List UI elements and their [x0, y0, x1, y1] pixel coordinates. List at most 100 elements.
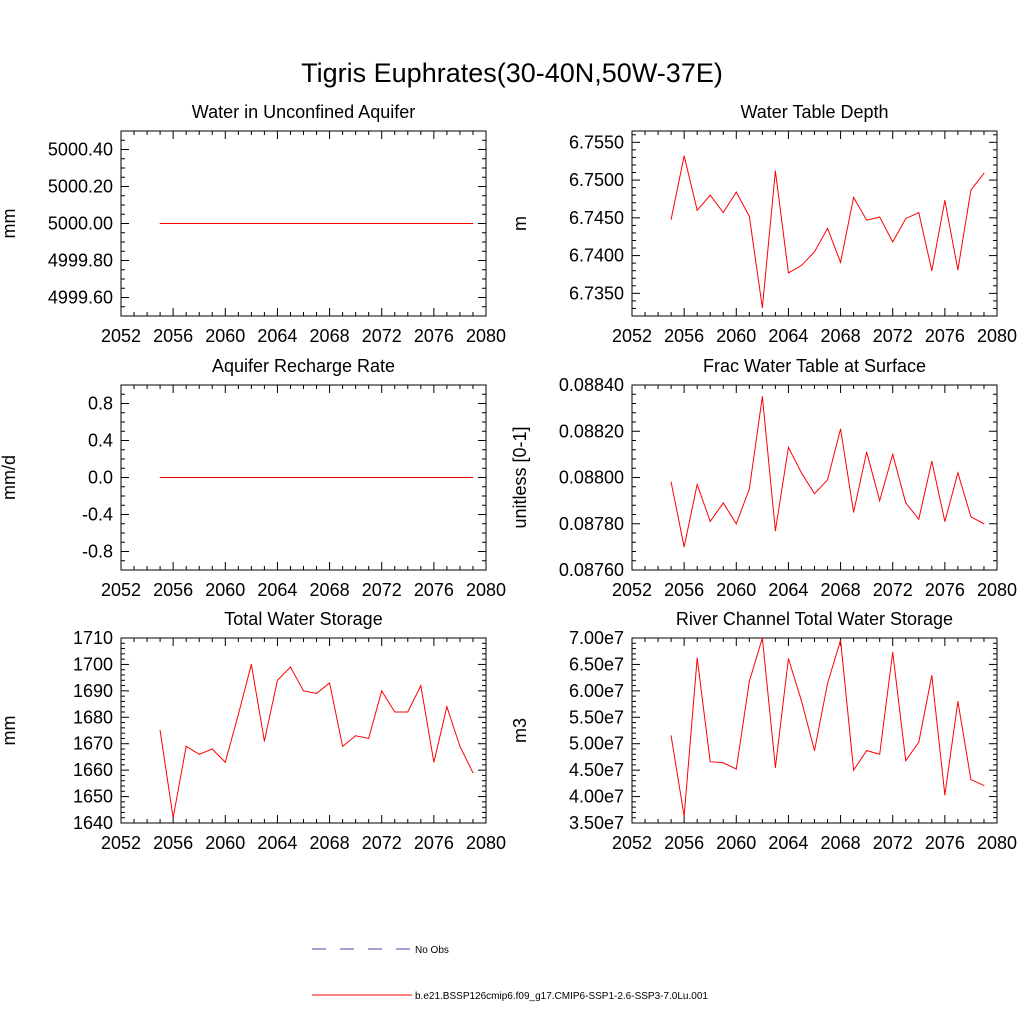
data-point [394, 477, 396, 478]
data-point [814, 251, 815, 253]
y-tick-label: 5000.20 [48, 177, 113, 197]
data-point [172, 817, 174, 819]
data-point [853, 511, 855, 513]
data-point [892, 453, 894, 455]
data-point [316, 693, 318, 694]
data-point [827, 479, 829, 481]
data-point [342, 223, 344, 224]
y-tick-label: 0.08840 [559, 375, 624, 395]
data-point [472, 223, 474, 224]
data-point [787, 446, 789, 448]
plot-frame [631, 637, 998, 824]
data-point [316, 477, 318, 478]
y-tick-label: 6.50e7 [569, 654, 624, 674]
data-point [185, 223, 187, 224]
data-point [446, 223, 448, 224]
x-tick-label: 2080 [466, 580, 506, 600]
series-line [670, 637, 985, 817]
x-tick-label: 2064 [768, 580, 808, 600]
x-tick-label: 2068 [310, 326, 350, 346]
data-point [905, 218, 907, 220]
panel-title: Water in Unconfined Aquifer [192, 102, 415, 122]
x-tick-label: 2076 [414, 580, 454, 600]
x-tick-label: 2060 [205, 580, 245, 600]
data-point [433, 477, 435, 478]
plots-container: Water in Unconfined Aquifer mm 2052 2056 206… [0, 102, 1017, 853]
y-tick-label: 5000.00 [48, 214, 113, 234]
data-point [683, 155, 685, 157]
data-point [853, 196, 855, 198]
y-tick-label: -0.8 [82, 542, 113, 562]
y-tick-label: -0.4 [82, 505, 113, 525]
y-tick-label: 3.50e7 [569, 813, 624, 833]
data-point [342, 745, 344, 747]
data-point [172, 477, 174, 478]
data-point [879, 500, 881, 502]
data-point [944, 199, 946, 201]
panel-title: River Channel Total Water Storage [676, 609, 953, 629]
data-point [446, 477, 448, 478]
data-point [159, 730, 161, 731]
panel-1: Water in Unconfined Aquifer mm 2052 2056 206… [0, 102, 506, 346]
y-tick-label: 4999.60 [48, 288, 113, 308]
data-point [905, 760, 907, 762]
x-tick-label: 2056 [153, 833, 193, 853]
panel-5: Total Water Storage mm 2052 2056 2060 2064 206… [0, 609, 506, 853]
x-tick-label: 2080 [977, 833, 1017, 853]
y-tick-label: 6.7350 [569, 283, 624, 303]
data-point [774, 530, 776, 532]
data-point [761, 637, 763, 639]
x-tick-label: 2060 [716, 833, 756, 853]
data-point [394, 223, 396, 224]
plot-frame [631, 384, 998, 571]
data-point [420, 477, 422, 478]
data-point [800, 264, 802, 266]
y-tick-label: 1670 [73, 734, 113, 754]
data-point [355, 477, 357, 478]
x-tick-label: 2076 [414, 833, 454, 853]
data-point [735, 768, 737, 770]
data-point [250, 223, 252, 224]
x-tick-label: 2064 [257, 580, 297, 600]
x-tick-label: 2060 [205, 833, 245, 853]
x-tick-label: 2056 [664, 326, 704, 346]
data-point [394, 711, 396, 713]
data-point [185, 745, 187, 747]
data-point [237, 223, 239, 224]
data-point [368, 223, 370, 224]
data-point [198, 223, 200, 224]
data-point [735, 523, 737, 525]
data-point [722, 212, 724, 214]
y-tick-label: 4.50e7 [569, 760, 624, 780]
y-axis-label: mm [0, 209, 19, 239]
panel-4: Frac Water Table at Surface unitless [0-1… [510, 356, 1017, 600]
data-point [407, 223, 409, 224]
data-point [983, 172, 985, 174]
data-point [970, 189, 972, 191]
data-point [472, 477, 474, 478]
y-tick-label: 6.7550 [569, 132, 624, 152]
data-point [342, 477, 344, 478]
data-point [957, 472, 959, 474]
data-point [866, 750, 868, 752]
y-tick-label: 4999.80 [48, 251, 113, 271]
x-tick-label: 2064 [257, 833, 297, 853]
x-tick-label: 2072 [873, 580, 913, 600]
legend-obs-label: No Obs [415, 945, 449, 956]
data-point [237, 477, 239, 478]
data-point [407, 711, 409, 713]
data-point [918, 518, 920, 520]
panel-6: River Channel Total Water Storage m3 2052 2… [510, 609, 1017, 853]
x-tick-label: 2068 [821, 580, 861, 600]
x-tick-label: 2080 [977, 580, 1017, 600]
y-tick-label: 0.4 [88, 431, 113, 451]
data-point [381, 477, 383, 478]
data-point [670, 481, 672, 483]
legend-model-label: b.e21.BSSP126cmip6.f09_g17.CMIP6-SSP1-2.… [415, 991, 708, 1002]
y-axis-label: mm [0, 716, 19, 746]
data-point [722, 762, 724, 764]
data-point [944, 520, 946, 522]
y-tick-label: 6.7400 [569, 246, 624, 266]
x-tick-label: 2052 [612, 833, 652, 853]
data-point [879, 216, 881, 218]
